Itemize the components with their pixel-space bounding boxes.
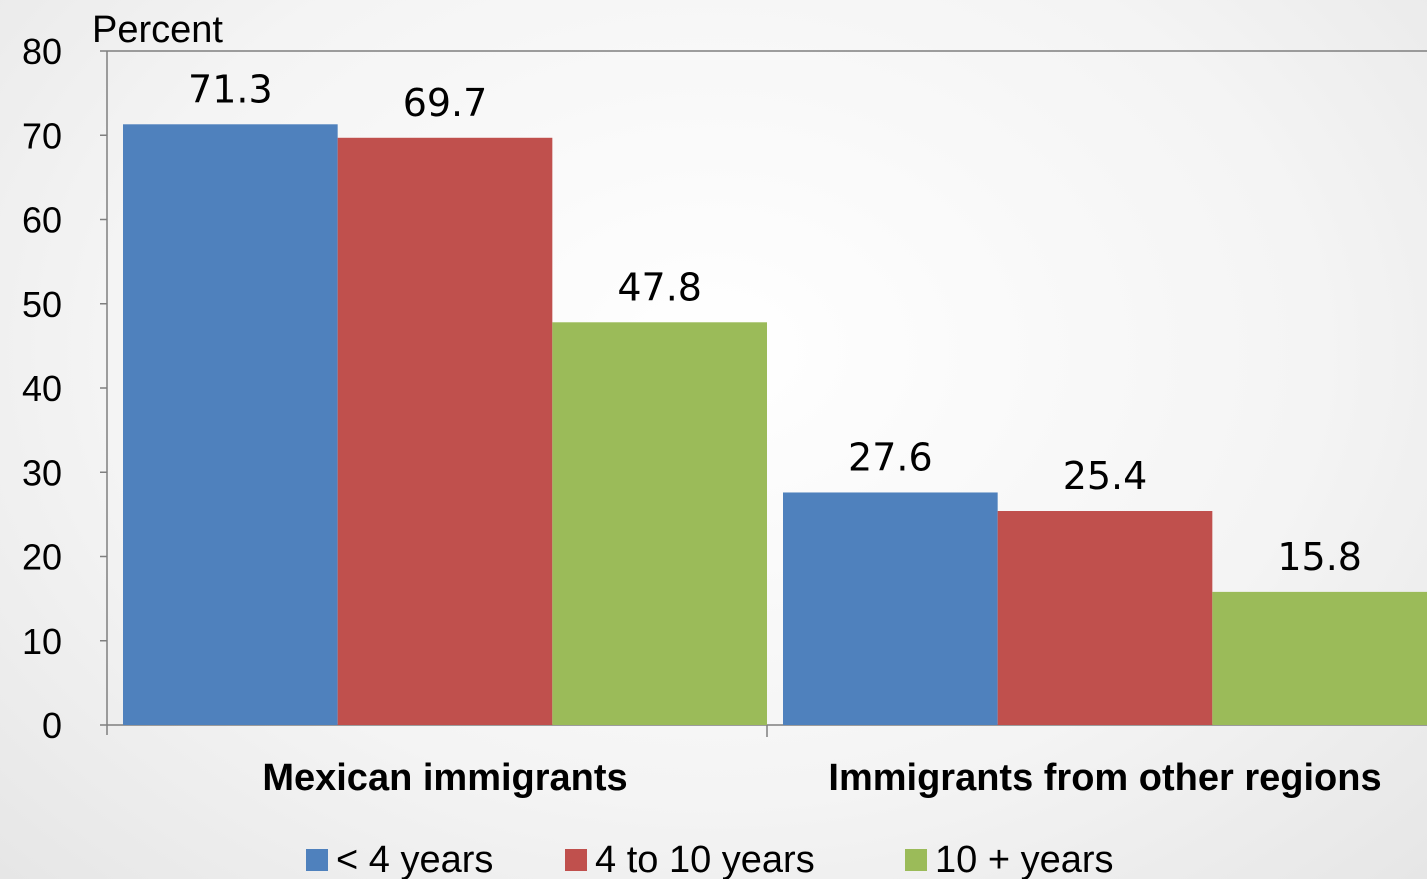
category-labels: Mexican immigrants Immigrants from other … [262,725,1382,799]
data-label: 47.8 [617,265,702,309]
y-tick-label: 10 [22,621,62,662]
legend-label: 4 to 10 years [595,839,815,879]
bar [997,511,1213,725]
data-label: 71.3 [188,67,273,111]
data-label: 69.7 [403,81,488,125]
y-tick-label: 60 [22,200,62,241]
y-tick-label: 20 [22,537,62,578]
y-tick-label: 0 [42,705,62,746]
data-labels: 71.3 69.7 47.8 27.6 25.4 15.8 [188,67,1362,579]
category-label: Mexican immigrants [262,757,627,799]
y-tick-label: 70 [22,115,62,156]
bar [1212,591,1427,725]
legend-swatch [565,849,587,871]
bar [337,137,553,726]
data-label: 15.8 [1277,535,1362,579]
data-label: 25.4 [1063,454,1148,498]
bar [552,322,767,725]
bar [123,124,338,726]
legend: < 4 years 4 to 10 years 10 + years [306,839,1114,879]
legend-swatch [306,849,328,871]
y-axis-unit-label: Percent [92,9,223,51]
legend-label: < 4 years [336,839,493,879]
y-tick-label: 30 [22,452,62,493]
legend-swatch [905,849,927,871]
bar [783,492,998,725]
data-label: 27.6 [848,435,933,479]
y-tick-label: 40 [22,368,62,409]
bars [123,124,1427,726]
y-tick-label: 80 [22,31,62,72]
y-tick-label: 50 [22,284,62,325]
y-axis-ticks: 0 10 20 30 40 50 60 70 80 [22,31,107,746]
category-label: Immigrants from other regions [828,757,1381,799]
legend-label: 10 + years [935,839,1114,879]
